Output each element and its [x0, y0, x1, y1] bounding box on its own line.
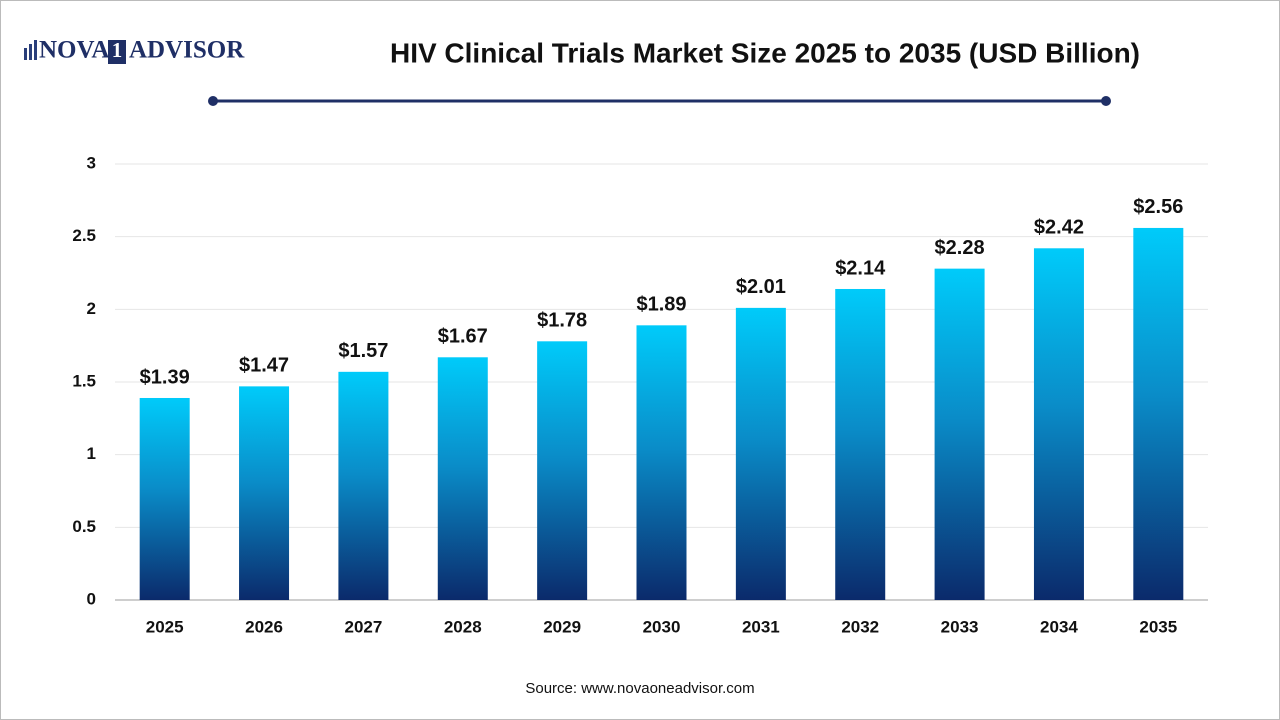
logo-mark: 1 — [112, 38, 123, 62]
y-tick-label: 1 — [87, 444, 96, 463]
bar — [437, 357, 488, 600]
y-tick-label: 2 — [87, 299, 96, 318]
value-label: $2.01 — [736, 276, 786, 298]
x-tick-label: 2034 — [1040, 617, 1078, 636]
value-label: $1.57 — [338, 340, 388, 362]
bar — [835, 288, 886, 600]
y-tick-label: 3 — [87, 153, 96, 172]
x-tick-label: 2026 — [245, 617, 283, 636]
chart-title: HIV Clinical Trials Market Size 2025 to … — [390, 37, 1140, 68]
value-label: $2.56 — [1133, 196, 1183, 218]
bar — [735, 307, 786, 600]
x-tick-label: 2029 — [543, 617, 581, 636]
bar — [338, 371, 389, 600]
logo-box — [108, 40, 126, 64]
x-tick-label: 2030 — [643, 617, 681, 636]
title-rule-dot — [208, 96, 218, 106]
logo-bar — [24, 48, 27, 60]
y-tick-label: 0 — [87, 589, 96, 608]
x-tick-label: 2025 — [146, 617, 184, 636]
value-label: $2.42 — [1034, 217, 1084, 239]
bar — [1033, 248, 1084, 600]
y-tick-label: 1.5 — [72, 371, 96, 390]
bar — [934, 268, 985, 600]
value-label: $1.39 — [140, 366, 190, 388]
logo-bar — [34, 40, 37, 60]
value-label: $1.89 — [636, 294, 686, 316]
value-label: $1.78 — [537, 310, 587, 332]
bar — [636, 325, 687, 600]
x-tick-label: 2027 — [344, 617, 382, 636]
logo-bar — [29, 44, 32, 60]
source: Source: www.novaoneadvisor.com — [525, 680, 754, 697]
logo: NOVA 1 ADVISOR — [24, 37, 245, 64]
bar — [239, 386, 290, 600]
bar — [1133, 227, 1184, 601]
value-label: $1.47 — [239, 355, 289, 377]
x-tick-label: 2033 — [941, 617, 979, 636]
x-tick-label: 2035 — [1139, 617, 1177, 636]
bar — [139, 397, 190, 600]
logo-text: NOVA — [39, 37, 109, 64]
value-label: $2.14 — [835, 257, 886, 279]
logo-text: ADVISOR — [129, 37, 245, 64]
value-label: $2.28 — [935, 237, 985, 259]
x-tick-label: 2032 — [841, 617, 879, 636]
y-tick-label: 0.5 — [72, 517, 96, 536]
y-tick-label: 2.5 — [72, 226, 96, 245]
bar — [537, 341, 588, 600]
x-tick-label: 2031 — [742, 617, 780, 636]
x-tick-label: 2028 — [444, 617, 482, 636]
title-rule-dot — [1101, 96, 1111, 106]
value-label: $1.67 — [438, 326, 488, 348]
